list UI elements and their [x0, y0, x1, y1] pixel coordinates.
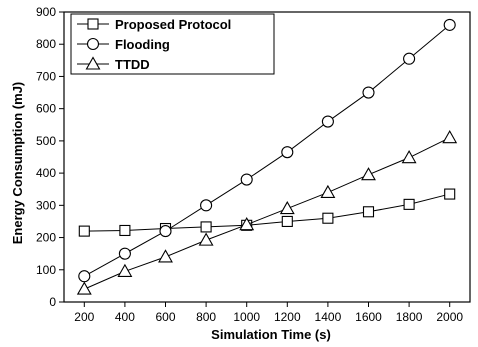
data-point-ttdd [403, 151, 416, 163]
data-point-ttdd [281, 202, 294, 214]
data-point-ttdd [118, 265, 131, 277]
data-point-proposed-protocol [323, 213, 333, 223]
x-tick-label: 800 [196, 310, 216, 324]
x-tick-label: 1800 [396, 310, 423, 324]
data-point-flooding [404, 53, 415, 64]
series-line-proposed-protocol [84, 194, 449, 231]
x-tick-label: 600 [155, 310, 175, 324]
y-tick-label: 100 [36, 263, 56, 277]
data-point-proposed-protocol [364, 207, 374, 217]
data-point-proposed-protocol [445, 189, 455, 199]
legend-marker [88, 39, 99, 50]
x-tick-label: 400 [115, 310, 135, 324]
x-tick-label: 1400 [315, 310, 342, 324]
y-tick-label: 400 [36, 166, 56, 180]
y-tick-label: 700 [36, 69, 56, 83]
data-point-ttdd [200, 234, 213, 246]
data-point-flooding [160, 226, 171, 237]
legend-label: Proposed Protocol [115, 17, 231, 32]
x-tick-label: 1600 [355, 310, 382, 324]
legend-label: TTDD [115, 57, 150, 72]
legend-marker [88, 19, 98, 29]
series-line-ttdd [84, 138, 449, 289]
data-point-flooding [241, 174, 252, 185]
series-proposed-protocol [79, 189, 454, 236]
data-point-ttdd [443, 131, 456, 143]
data-point-ttdd [321, 186, 334, 198]
series-ttdd [78, 131, 456, 294]
y-tick-label: 0 [49, 295, 56, 309]
y-tick-label: 600 [36, 102, 56, 116]
data-point-proposed-protocol [282, 216, 292, 226]
y-axis-title: Energy Consumption (mJ) [10, 82, 25, 245]
y-tick-label: 800 [36, 37, 56, 51]
legend-label: Flooding [115, 37, 170, 52]
data-point-flooding [363, 87, 374, 98]
data-point-proposed-protocol [79, 226, 89, 236]
y-tick-label: 500 [36, 134, 56, 148]
data-point-flooding [201, 200, 212, 211]
y-tick-label: 900 [36, 5, 56, 19]
data-point-flooding [79, 271, 90, 282]
x-tick-label: 1200 [274, 310, 301, 324]
x-tick-label: 2000 [436, 310, 463, 324]
data-point-proposed-protocol [404, 199, 414, 209]
data-point-flooding [322, 116, 333, 127]
y-tick-label: 300 [36, 198, 56, 212]
data-point-ttdd [78, 283, 91, 295]
x-axis-title: Simulation Time (s) [211, 327, 331, 342]
data-point-ttdd [362, 168, 375, 180]
data-point-proposed-protocol [120, 225, 130, 235]
data-point-flooding [119, 248, 130, 259]
x-tick-label: 1000 [233, 310, 260, 324]
y-tick-label: 200 [36, 231, 56, 245]
data-point-ttdd [159, 250, 172, 262]
data-point-flooding [282, 147, 293, 158]
x-tick-label: 200 [74, 310, 94, 324]
data-point-flooding [444, 19, 455, 30]
data-point-proposed-protocol [201, 222, 211, 232]
